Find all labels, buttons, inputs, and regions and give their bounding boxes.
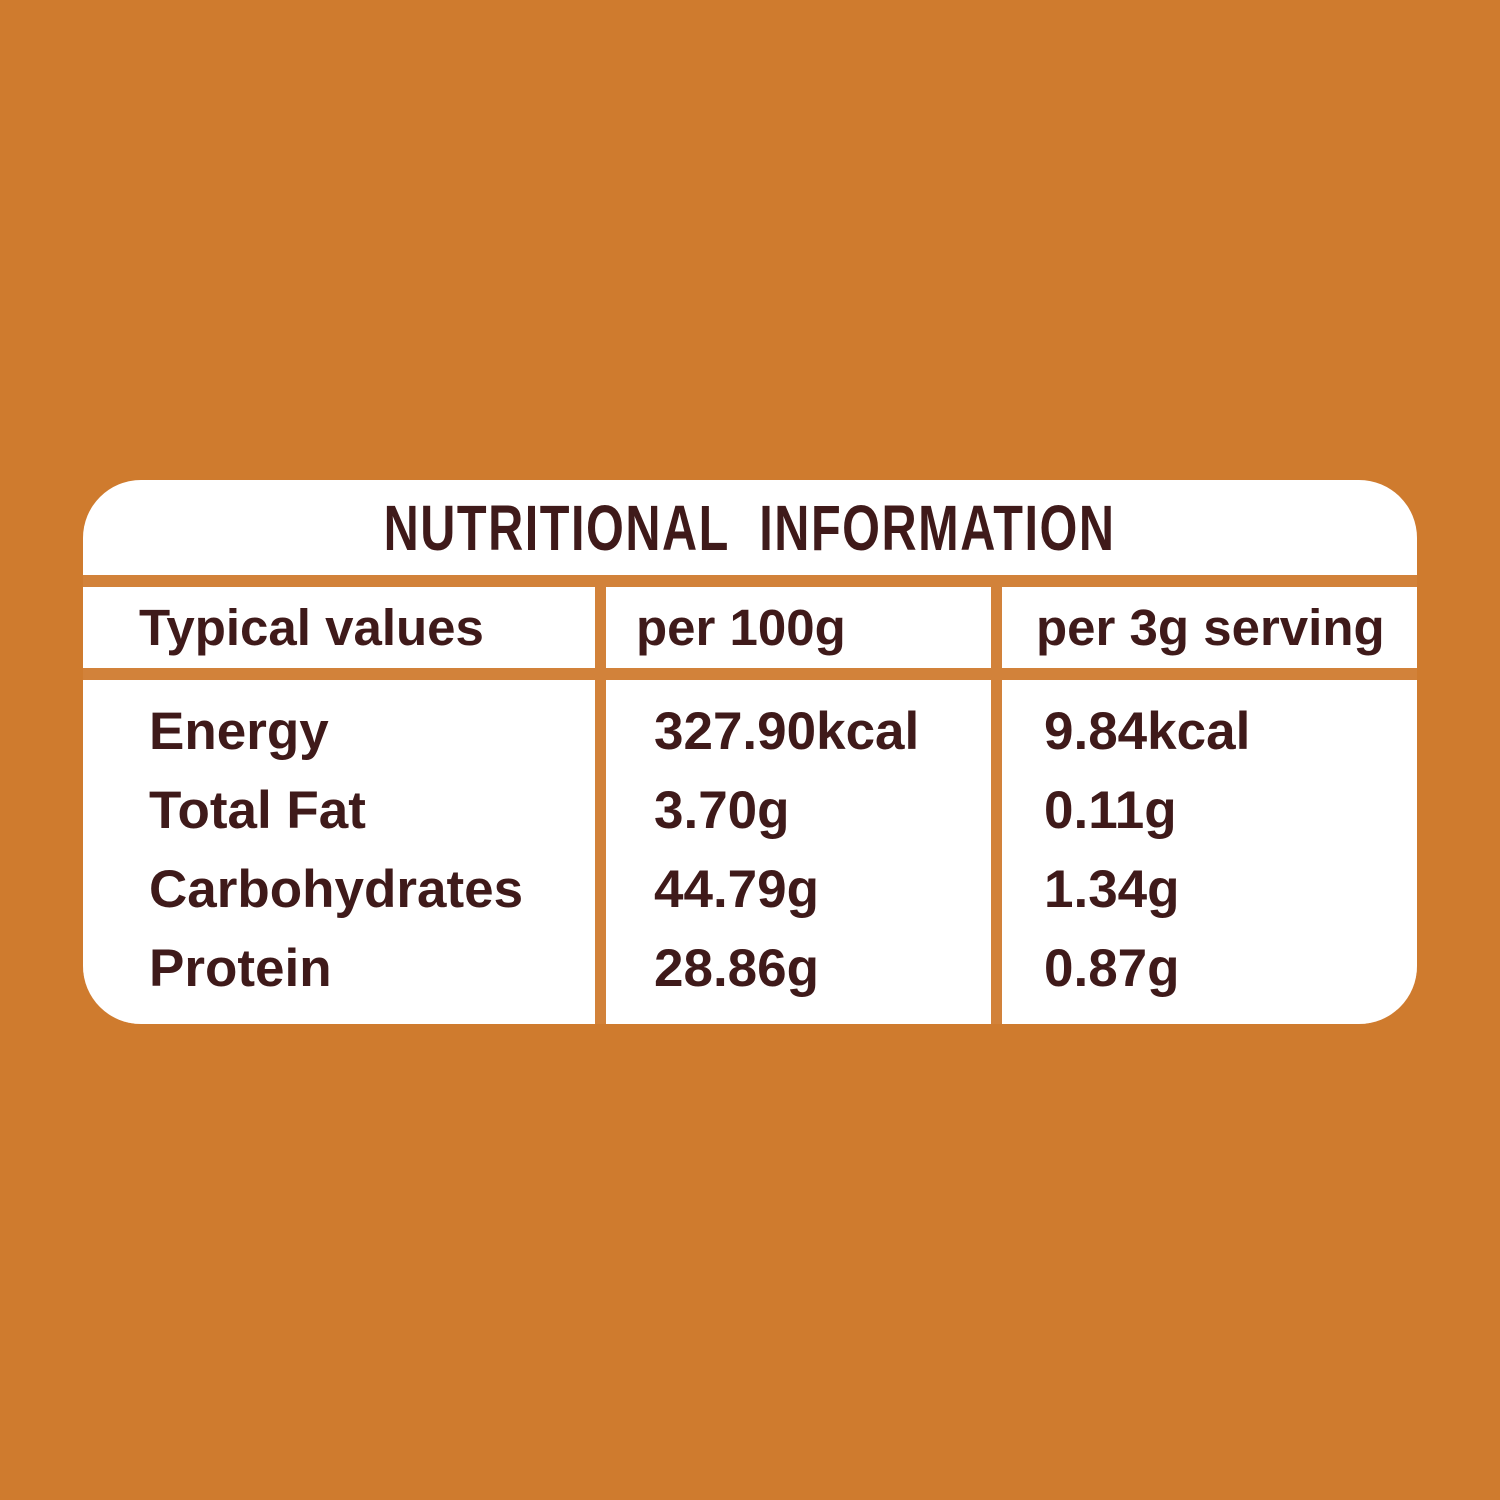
nutrition-table: Typical values per 100g per 3g serving E… [83,575,1417,1024]
carbohydrates-per-100g-value: 44.79g [654,860,820,919]
column-header-per-3g-serving: per 3g serving [1002,587,1417,668]
protein-per-100g-value: 28.86g [654,939,820,998]
energy-per-100g-value: 327.90kcal [654,702,920,761]
per-serving-values-column: 9.84kcal 0.11g 1.34g 0.87g [1002,680,1417,1024]
panel-title-row: NUTRITIONAL INFORMATION [83,480,1417,575]
column-header-per-100g: per 100g [606,587,991,668]
nutrient-labels-column: Energy Total Fat Carbohydrates Protein [83,680,595,1024]
nutrient-label-energy: Energy [149,702,329,761]
nutrition-panel: NUTRITIONAL INFORMATION Typical values p… [83,480,1417,1024]
panel-title: NUTRITIONAL INFORMATION [384,491,1116,564]
per-100g-values-column: 327.90kcal 3.70g 44.79g 28.86g [606,680,991,1024]
nutrient-label-total-fat: Total Fat [149,781,366,840]
nutrient-label-protein: Protein [149,939,332,998]
carbohydrates-per-serving-value: 1.34g [1044,860,1180,919]
total-fat-per-serving-value: 0.11g [1044,781,1177,840]
protein-per-serving-value: 0.87g [1044,939,1180,998]
total-fat-per-100g-value: 3.70g [654,781,790,840]
column-header-typical-values: Typical values [83,587,595,668]
energy-per-serving-value: 9.84kcal [1044,702,1251,761]
nutrient-label-carbohydrates: Carbohydrates [149,860,524,919]
